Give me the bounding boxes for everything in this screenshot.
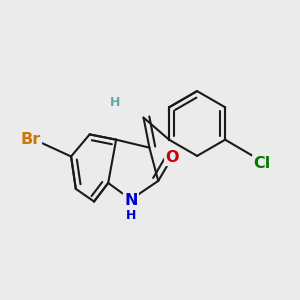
Text: H: H	[110, 96, 120, 110]
Text: H: H	[126, 209, 136, 222]
Text: O: O	[165, 150, 179, 165]
Text: Cl: Cl	[253, 156, 271, 171]
Text: Br: Br	[21, 132, 41, 147]
Text: N: N	[124, 193, 138, 208]
